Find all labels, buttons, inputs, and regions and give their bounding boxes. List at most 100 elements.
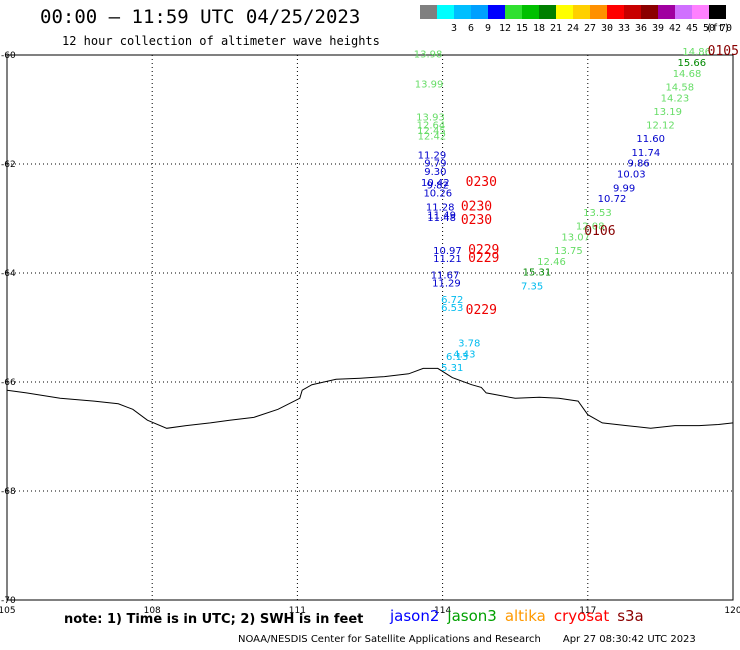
footnote: note: 1) Time is in UTC; 2) SWH is in fe… — [64, 612, 364, 627]
wave-height-value: 11.21 — [433, 254, 462, 265]
timestamp: Apr 27 08:30:42 UTC 2023 — [562, 634, 696, 645]
wave-height-value: 11.48 — [427, 213, 456, 224]
legend-swatch — [573, 5, 590, 19]
satellite-label: altika — [504, 607, 546, 625]
satellite-legend: jason2 jason3 altika cryosat s3a — [390, 607, 652, 625]
wave-height-value: 13.53 — [583, 208, 612, 219]
wave-height-value: 11.29 — [418, 151, 447, 162]
pass-time-label: 0106 — [584, 224, 615, 239]
legend-swatch — [607, 5, 624, 19]
legend-swatch — [590, 5, 607, 19]
latitude-label: -70 — [1, 596, 16, 606]
legend-tick-label: 50 — [702, 23, 716, 34]
wave-height-value: 13.75 — [554, 246, 583, 257]
legend-tick-label: 27 — [583, 23, 597, 34]
wave-height-value: 14.58 — [665, 82, 694, 93]
wave-height-value: 14.68 — [673, 69, 702, 80]
legend-tick-label: 24 — [566, 23, 580, 34]
legend-swatch — [437, 5, 454, 19]
legend-tick-label: 18 — [532, 23, 546, 34]
legend-tick-label: 9 — [484, 23, 492, 34]
wave-height-value: 13.98 — [414, 50, 443, 61]
longitude-label: 111 — [289, 606, 306, 616]
legend-swatch — [454, 5, 471, 19]
latitude-label: -68 — [1, 487, 16, 497]
wave-height-value: 9.30 — [424, 167, 446, 178]
page-subtitle: 12 hour collection of altimeter wave hei… — [62, 34, 380, 48]
legend-swatch — [556, 5, 573, 19]
wave-height-value: 12.64 — [417, 121, 446, 132]
legend-swatch — [675, 5, 692, 19]
wave-height-value: 5.31 — [441, 363, 463, 374]
legend-swatch — [522, 5, 539, 19]
legend-tick-label: 36 — [634, 23, 648, 34]
legend-tick-label: 70 — [719, 23, 733, 34]
longitude-label: 114 — [434, 606, 451, 616]
credit-line: NOAA/NESDIS Center for Satellite Applica… — [238, 634, 696, 645]
wave-height-value: 10.72 — [598, 194, 627, 205]
satellite-label: jason2 — [390, 607, 440, 625]
legend-tick-label: 6 — [467, 23, 475, 34]
legend-swatch — [658, 5, 675, 19]
wave-height-value: 9.79 — [424, 159, 446, 170]
legend-tick-label: 21 — [549, 23, 563, 34]
legend-swatch — [539, 5, 556, 19]
map-frame — [6, 54, 734, 601]
legend-swatch — [488, 5, 505, 19]
wave-height-value: 12.42 — [418, 131, 447, 142]
latitude-label: -64 — [1, 269, 16, 279]
pass-time-label: 0229 — [468, 243, 499, 258]
wave-height-value: 10.97 — [433, 246, 462, 257]
satellite-label: jason3 — [447, 607, 497, 625]
legend-tick-label: 12 — [498, 23, 512, 34]
pass-time-label: 0230 — [466, 175, 497, 190]
wave-height-value: 15.66 — [678, 58, 707, 69]
legend-swatch — [709, 5, 726, 19]
longitude-label: 105 — [0, 606, 16, 616]
wave-height-value: 12.45 — [417, 126, 446, 137]
satellite-label: cryosat — [553, 607, 610, 625]
wave-height-value: 11.74 — [632, 148, 661, 159]
wave-height-value: 15.31 — [523, 268, 552, 279]
legend-tick-label: 3 — [450, 23, 458, 34]
legend-tick-label: 42 — [668, 23, 682, 34]
wave-height-value: 12.08 — [576, 221, 605, 232]
wave-height-value: 6.13 — [446, 352, 468, 363]
page-title: 00:00 – 11:59 UTC 04/25/2023 — [40, 6, 361, 28]
wave-height-value: 14.86 — [682, 47, 711, 58]
legend-swatch — [641, 5, 658, 19]
legend-tick-label: 39 — [651, 23, 665, 34]
wave-height-value: 3.78 — [458, 339, 480, 350]
pass-time-label: 0230 — [461, 213, 492, 228]
legend-swatch — [692, 5, 709, 19]
wave-height-value: 6.53 — [441, 303, 463, 314]
wave-height-value: 13.07 — [561, 232, 590, 243]
wave-height-value: 11.29 — [432, 279, 461, 290]
legend-unit: (ft) — [706, 23, 731, 34]
wave-height-value: 11.49 — [427, 211, 456, 222]
legend-swatch — [505, 5, 522, 19]
pass-time-label: 0105 — [708, 44, 739, 59]
wave-height-value: 9.82 — [427, 181, 449, 192]
longitude-label: 120 — [724, 606, 740, 616]
legend-tick-label: 45 — [685, 23, 699, 34]
wave-height-value: 11.67 — [431, 270, 460, 281]
wave-height-value: 13.99 — [415, 80, 444, 91]
longitude-label: 117 — [579, 606, 596, 616]
pass-time-label: 0229 — [468, 251, 499, 266]
wave-height-value: 4.43 — [453, 349, 475, 360]
latitude-label: -66 — [1, 378, 16, 388]
pass-time-label: 0230 — [461, 199, 492, 214]
legend-swatch — [471, 5, 488, 19]
legend-tick-label: 33 — [617, 23, 631, 34]
legend-swatch — [624, 5, 641, 19]
credit-text: NOAA/NESDIS Center for Satellite Applica… — [238, 634, 541, 645]
pass-time-label: 0229 — [466, 303, 497, 318]
wave-height-value: 13.93 — [416, 112, 445, 123]
wave-height-value: 9.86 — [627, 159, 649, 170]
wave-height-value: 11.60 — [636, 134, 665, 145]
coastline — [6, 367, 734, 429]
wave-height-value: 6.72 — [441, 295, 463, 306]
wave-height-value: 11.28 — [426, 202, 455, 213]
